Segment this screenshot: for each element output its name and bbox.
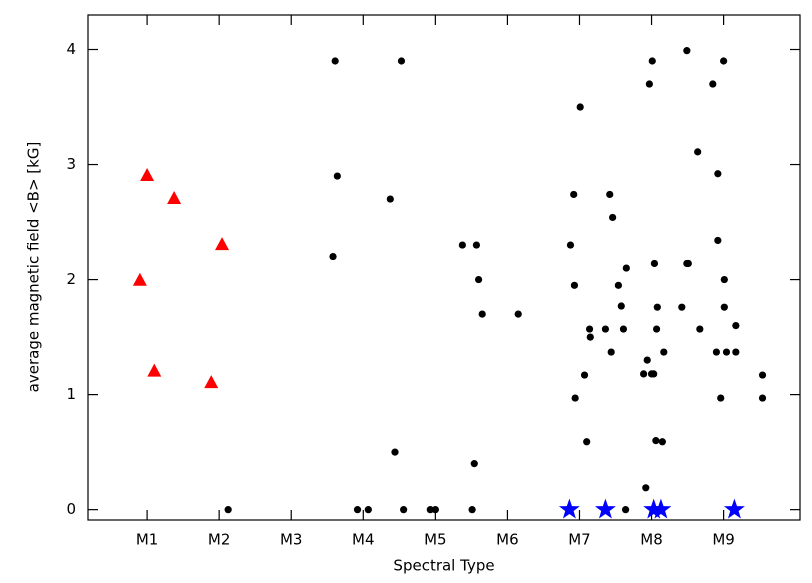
data-point [660, 348, 668, 356]
data-point [224, 506, 232, 514]
data-point [606, 190, 614, 199]
x-tick-label: M1 [136, 531, 159, 549]
data-point [709, 80, 717, 88]
data-point [474, 275, 483, 284]
data-point [570, 281, 579, 289]
data-point [758, 371, 767, 379]
data-point [558, 498, 580, 519]
data-point [391, 448, 399, 456]
data-point [622, 506, 630, 514]
data-point [426, 506, 434, 514]
data-point [204, 375, 219, 389]
data-point [678, 303, 686, 311]
data-point [468, 506, 476, 514]
data-point [594, 498, 616, 519]
x-tick-label: M5 [424, 531, 447, 549]
data-point [723, 498, 745, 519]
y-axis-label: average magnetic field <B> [kG] [25, 142, 43, 393]
data-point [720, 57, 728, 65]
x-tick-label: M6 [496, 531, 519, 549]
data-point [650, 370, 658, 378]
data-point [643, 356, 651, 364]
x-tick-label: M3 [280, 531, 303, 549]
x-tick-label: M4 [352, 531, 375, 549]
x-tick-label: M2 [208, 531, 231, 549]
data-point [714, 170, 722, 178]
data-point [720, 275, 728, 284]
data-point [609, 213, 617, 222]
data-point [717, 394, 725, 402]
data-point [642, 484, 650, 492]
data-point [478, 310, 486, 318]
data-point [585, 325, 594, 333]
data-point [364, 506, 372, 514]
data-point [712, 348, 721, 356]
data-point [397, 57, 406, 65]
data-point [331, 57, 339, 65]
data-point [683, 47, 691, 55]
data-point [583, 438, 591, 446]
data-point [619, 325, 628, 333]
data-point [514, 310, 522, 318]
data-point [472, 241, 481, 249]
data-point [571, 394, 579, 402]
data-point [576, 103, 584, 111]
data-point [147, 363, 162, 377]
data-point [696, 325, 704, 333]
data-point [566, 241, 575, 249]
data-point [570, 190, 578, 199]
y-tick-label: 3 [66, 155, 76, 173]
x-tick-label: M9 [712, 531, 735, 549]
data-point [652, 325, 661, 333]
data-point [617, 302, 625, 310]
data-point [684, 259, 692, 268]
y-tick-label: 1 [66, 385, 76, 403]
data-point [586, 333, 594, 341]
y-tick-label: 4 [66, 40, 76, 58]
data-point [622, 264, 630, 272]
y-tick-label: 0 [66, 500, 76, 518]
data-point [758, 394, 767, 402]
data-point [458, 241, 466, 249]
data-point [386, 195, 394, 203]
x-axis-label: Spectral Type [393, 557, 494, 575]
data-point [658, 438, 666, 446]
data-point [167, 191, 182, 205]
data-point [431, 506, 439, 514]
data-point [732, 348, 740, 356]
data-point [580, 371, 589, 379]
data-point [614, 281, 622, 289]
data-point [329, 252, 337, 261]
data-point [720, 303, 728, 311]
data-point [601, 325, 610, 333]
x-tick-label: M8 [640, 531, 663, 549]
data-point [650, 498, 672, 519]
data-point [694, 148, 702, 156]
data-point [400, 506, 408, 514]
data-point [650, 259, 659, 268]
data-point [353, 506, 362, 514]
data-point [652, 437, 660, 445]
data-point [607, 348, 615, 356]
data-point [714, 236, 722, 245]
plot-frame [87, 14, 801, 521]
y-tick-label: 2 [66, 270, 76, 288]
data-point [732, 321, 740, 330]
data-point [132, 272, 147, 286]
data-point [470, 460, 478, 468]
data-point [722, 348, 731, 356]
data-point [140, 168, 155, 182]
data-point [645, 80, 653, 88]
x-tick-label: M7 [568, 531, 591, 549]
data-point [333, 172, 341, 180]
data-point [648, 57, 656, 65]
data-point [640, 370, 648, 378]
data-point [653, 303, 661, 311]
data-point [215, 237, 230, 251]
